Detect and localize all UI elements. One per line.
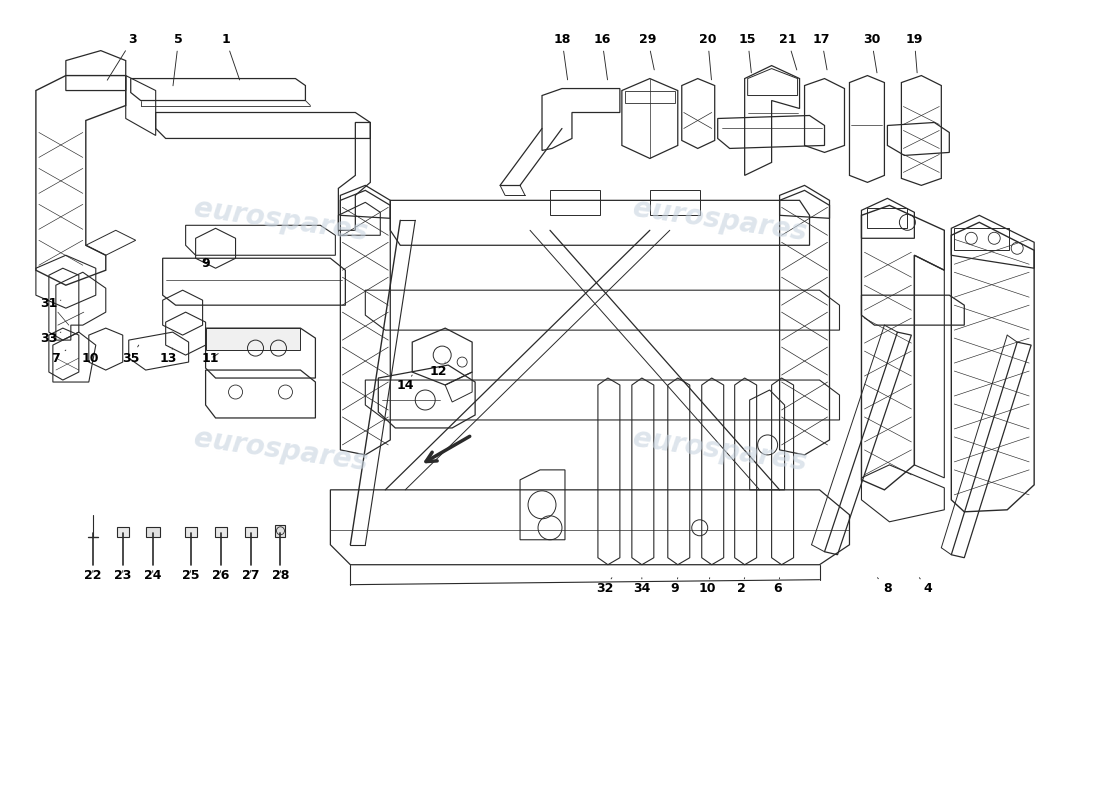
Bar xyxy=(625,90,674,102)
Text: 10: 10 xyxy=(82,352,99,365)
Text: 18: 18 xyxy=(553,33,571,80)
Text: 17: 17 xyxy=(813,33,830,70)
Text: 16: 16 xyxy=(593,33,611,80)
Text: 8: 8 xyxy=(878,578,892,594)
Bar xyxy=(185,526,197,537)
Text: 12: 12 xyxy=(429,362,447,378)
Text: 31: 31 xyxy=(41,297,60,310)
Text: 20: 20 xyxy=(698,33,716,80)
Text: 3: 3 xyxy=(107,33,138,80)
Text: 1: 1 xyxy=(221,33,240,80)
Bar xyxy=(650,190,700,215)
Bar xyxy=(244,526,256,537)
Text: 14: 14 xyxy=(396,375,414,392)
Text: 13: 13 xyxy=(160,348,177,365)
Text: 19: 19 xyxy=(905,33,923,73)
Text: eurospares: eurospares xyxy=(631,424,808,476)
Bar xyxy=(550,190,600,215)
Text: 5: 5 xyxy=(173,33,183,86)
Text: 24: 24 xyxy=(144,569,162,582)
Text: eurospares: eurospares xyxy=(191,424,370,476)
Text: 28: 28 xyxy=(272,569,289,582)
Text: 32: 32 xyxy=(596,578,614,594)
Text: 4: 4 xyxy=(920,578,932,594)
Text: 9: 9 xyxy=(671,578,679,594)
Text: 6: 6 xyxy=(773,578,782,594)
Bar xyxy=(117,526,129,537)
Text: 33: 33 xyxy=(41,332,60,345)
Text: 34: 34 xyxy=(634,578,650,594)
Text: 25: 25 xyxy=(182,569,199,582)
Bar xyxy=(868,208,908,228)
Polygon shape xyxy=(206,328,300,350)
Text: 29: 29 xyxy=(639,33,657,70)
Bar xyxy=(955,228,1009,250)
Text: 26: 26 xyxy=(212,569,229,582)
Text: 2: 2 xyxy=(737,578,746,594)
Text: 35: 35 xyxy=(122,345,140,365)
Bar xyxy=(145,526,160,537)
Text: 10: 10 xyxy=(698,578,716,594)
Text: eurospares: eurospares xyxy=(191,194,370,246)
Text: eurospares: eurospares xyxy=(631,194,808,246)
Text: 23: 23 xyxy=(114,569,131,582)
Text: 11: 11 xyxy=(201,352,219,365)
Text: 9: 9 xyxy=(201,258,210,270)
Text: 27: 27 xyxy=(242,569,260,582)
Text: 7: 7 xyxy=(52,350,66,365)
Bar xyxy=(275,525,286,537)
Text: 15: 15 xyxy=(739,33,757,73)
Text: 30: 30 xyxy=(862,33,880,73)
Text: 21: 21 xyxy=(779,33,796,70)
Bar xyxy=(214,526,227,537)
Text: 22: 22 xyxy=(84,569,101,582)
